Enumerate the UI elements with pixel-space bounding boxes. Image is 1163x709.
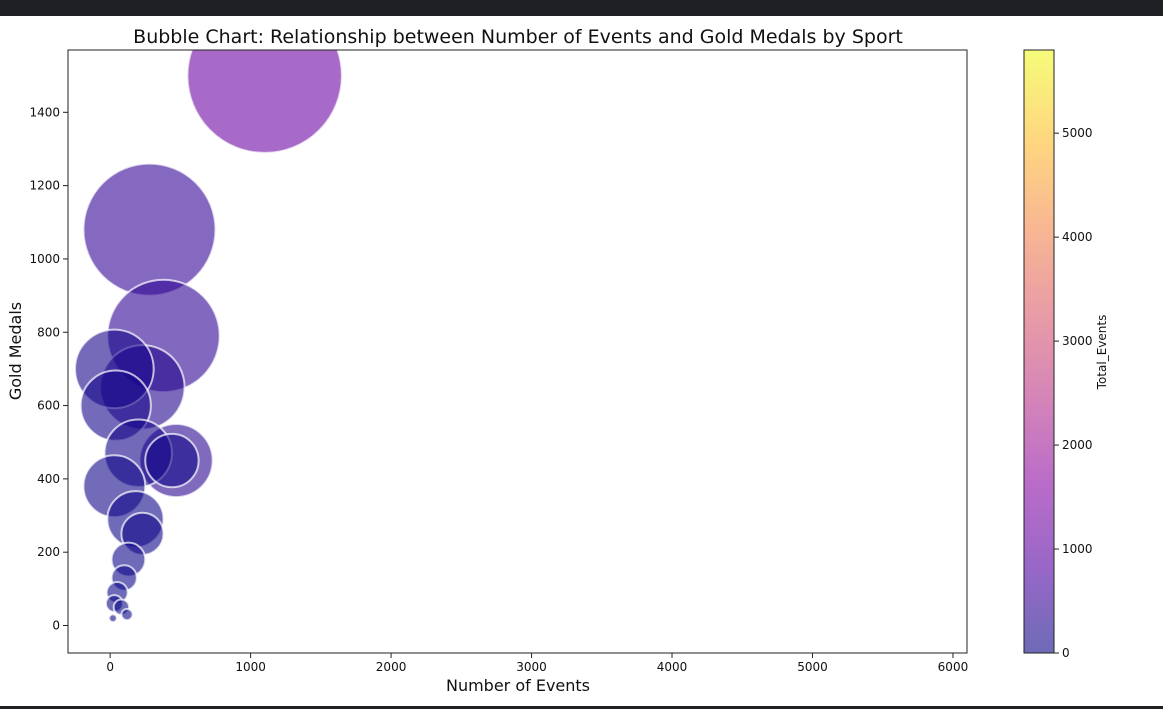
colorbar-label: Total_Events <box>1095 315 1109 391</box>
y-axis-ticks: 0 200 400 600 800 1000 1200 1400 <box>29 105 68 633</box>
colorbar-tick-label: 2000 <box>1062 438 1093 452</box>
colorbar-tick-label: 1000 <box>1062 542 1093 556</box>
colorbar-tick-label: 3000 <box>1062 334 1093 348</box>
bubble-point <box>144 432 200 489</box>
x-tick-label: 5000 <box>797 660 828 674</box>
bubble-point <box>186 50 343 154</box>
y-tick-label: 1400 <box>29 105 60 119</box>
y-axis-label: Gold Medals <box>6 302 25 400</box>
bubble-point <box>108 613 118 624</box>
y-tick-label: 1000 <box>29 252 60 266</box>
x-tick-label: 2000 <box>376 660 407 674</box>
colorbar-tick-label: 5000 <box>1062 126 1093 140</box>
plot-frame <box>67 49 968 654</box>
x-axis-label: Number of Events <box>446 676 590 695</box>
y-tick-label: 800 <box>37 325 60 339</box>
colorbar-tick-label: 0 <box>1062 646 1070 660</box>
y-tick-label: 600 <box>37 399 60 413</box>
y-tick-label: 200 <box>37 545 60 559</box>
colorbar-frame <box>1023 49 1055 654</box>
x-tick-label: 0 <box>106 660 114 674</box>
y-tick-label: 0 <box>52 619 60 633</box>
x-axis-ticks: 0 1000 2000 3000 4000 5000 6000 <box>106 653 968 674</box>
colorbar-tick-label: 4000 <box>1062 230 1093 244</box>
window-bottom-edge <box>0 706 1163 709</box>
y-tick-label: 1200 <box>29 179 60 193</box>
window-top-bar <box>0 0 1163 16</box>
colorbar-ticks: 0 1000 2000 3000 4000 5000 <box>1054 126 1093 660</box>
bubble-point <box>120 607 134 622</box>
y-tick-label: 400 <box>37 472 60 486</box>
x-tick-label: 6000 <box>938 660 969 674</box>
bubble-point <box>82 162 217 297</box>
bubble-layer <box>74 50 343 624</box>
chart-title: Bubble Chart: Relationship between Numbe… <box>133 26 903 48</box>
x-tick-label: 3000 <box>516 660 547 674</box>
colorbar <box>1024 50 1054 653</box>
x-tick-label: 1000 <box>235 660 266 674</box>
x-tick-label: 4000 <box>657 660 688 674</box>
